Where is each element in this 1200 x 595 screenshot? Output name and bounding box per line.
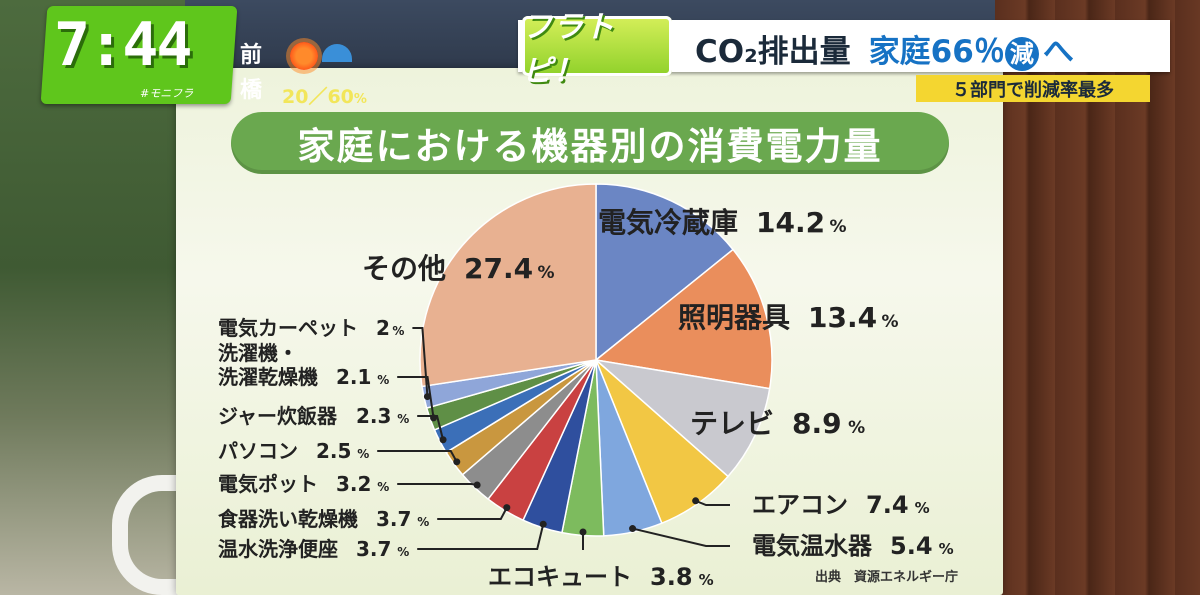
headline-badge: 減 [1004, 36, 1039, 71]
leader-dot [692, 497, 700, 505]
pie-label-name: エアコン [752, 491, 848, 519]
chart-title: 家庭における機器別の消費電力量 [231, 112, 949, 174]
weather-precip-value: 20／60 [282, 86, 354, 108]
leader-line [632, 527, 730, 547]
pie-label-name: 電気ポット [218, 472, 318, 496]
pie-label-value: 3.8 [650, 563, 693, 591]
pie-label-name: その他 [362, 252, 446, 285]
pie-label-unit: % [848, 418, 865, 438]
leader-line [437, 507, 508, 520]
sun-icon [290, 42, 318, 70]
pie-label-value: 2.1 [336, 365, 371, 389]
pie-label-name: エコキュート [488, 563, 632, 591]
pie-label-name: 温水洗浄便座 [218, 537, 338, 561]
pie-label-value: 2 [376, 316, 390, 340]
pie-label-value: 14.2 [756, 206, 825, 239]
pie-label-unit: % [377, 480, 389, 494]
weather-city-line2: 橋 [240, 78, 263, 103]
headline-part1: CO₂排出量 [695, 34, 851, 70]
clock-time: 7:44 [54, 10, 192, 80]
leader-line [417, 523, 545, 550]
leader-dot [503, 504, 511, 512]
pie-slice [595, 183, 735, 362]
pie-label-value: 3.7 [356, 537, 391, 561]
leader-dot [539, 520, 547, 528]
pie-label-name: 電気冷蔵庫 [598, 206, 738, 239]
pie-label-name: 電気カーペット [218, 316, 358, 340]
pie-label-unit: % [939, 540, 954, 558]
clock-hashtag: #モニフラ [140, 87, 194, 100]
pie-label-name: 照明器具 [678, 301, 790, 334]
pie-label-unit: % [699, 571, 714, 589]
pie-label-value: 3.7 [376, 507, 411, 531]
pie-label-unit: % [537, 263, 554, 283]
leader-dot [439, 436, 447, 444]
pie-label-unit: % [357, 447, 369, 461]
pie-label-unit: % [915, 499, 930, 517]
leader-line [397, 483, 478, 486]
pie-label-unit: % [417, 515, 429, 529]
headline: CO₂排出量 家庭66％減へ [695, 26, 1074, 71]
pie-label-name: テレビ [690, 407, 774, 440]
pie-label-name: 電気温水器 [752, 532, 873, 560]
pie-label-name: 洗濯機・ [218, 341, 298, 365]
pie-label-name: ジャー炊飯器 [218, 404, 338, 428]
pie-label-value: 27.4 [464, 252, 533, 285]
pie-label-value: 7.4 [866, 491, 909, 519]
weather-precip-unit: % [353, 92, 367, 107]
pie-label-name: パソコン [218, 439, 298, 463]
headline-subtitle: ５部門で削減率最多 [916, 75, 1150, 102]
pie-label-unit: % [392, 324, 404, 338]
headline-tail: へ [1042, 34, 1074, 70]
pie-label-value: 3.2 [336, 472, 371, 496]
pie-label-unit: % [829, 217, 846, 237]
weather-city-line1: 前 [240, 43, 263, 68]
pie-label-name: 食器洗い乾燥機 [218, 507, 358, 531]
pie-slice [593, 358, 771, 478]
pie-label-name: 洗濯乾燥機 [218, 365, 318, 389]
pie-label-value: 8.9 [792, 407, 842, 440]
pie-label-value: 5.4 [890, 532, 933, 560]
leader-dot [423, 393, 431, 401]
pie-label-unit: % [377, 373, 389, 387]
leader-line [417, 415, 445, 440]
pie-label-unit: % [397, 545, 409, 559]
umbrella-icon [322, 44, 352, 62]
leader-line [377, 450, 458, 463]
leader-dot [453, 458, 461, 466]
source-note: 出典 資源エネルギー庁 [815, 570, 959, 585]
leader-line [695, 499, 730, 506]
program-logo: フラトピ！ [522, 10, 672, 89]
pie-slice [419, 183, 597, 388]
leader-dot [629, 525, 637, 533]
leader-line [397, 376, 435, 419]
pie-slice [594, 248, 773, 390]
pie-label-unit: % [881, 312, 898, 332]
headline-part2: 家庭66％ [868, 34, 1005, 70]
pie-label-value: 2.3 [356, 404, 391, 428]
leader-dot [473, 481, 481, 489]
pie-label-unit: % [397, 412, 409, 426]
leader-line [412, 327, 429, 397]
pie-label-value: 13.4 [808, 301, 877, 334]
weather-precip: 20／60% [282, 82, 367, 109]
pie-label-value: 2.5 [316, 439, 351, 463]
leader-dot [579, 528, 587, 536]
leader-dot [430, 414, 438, 422]
